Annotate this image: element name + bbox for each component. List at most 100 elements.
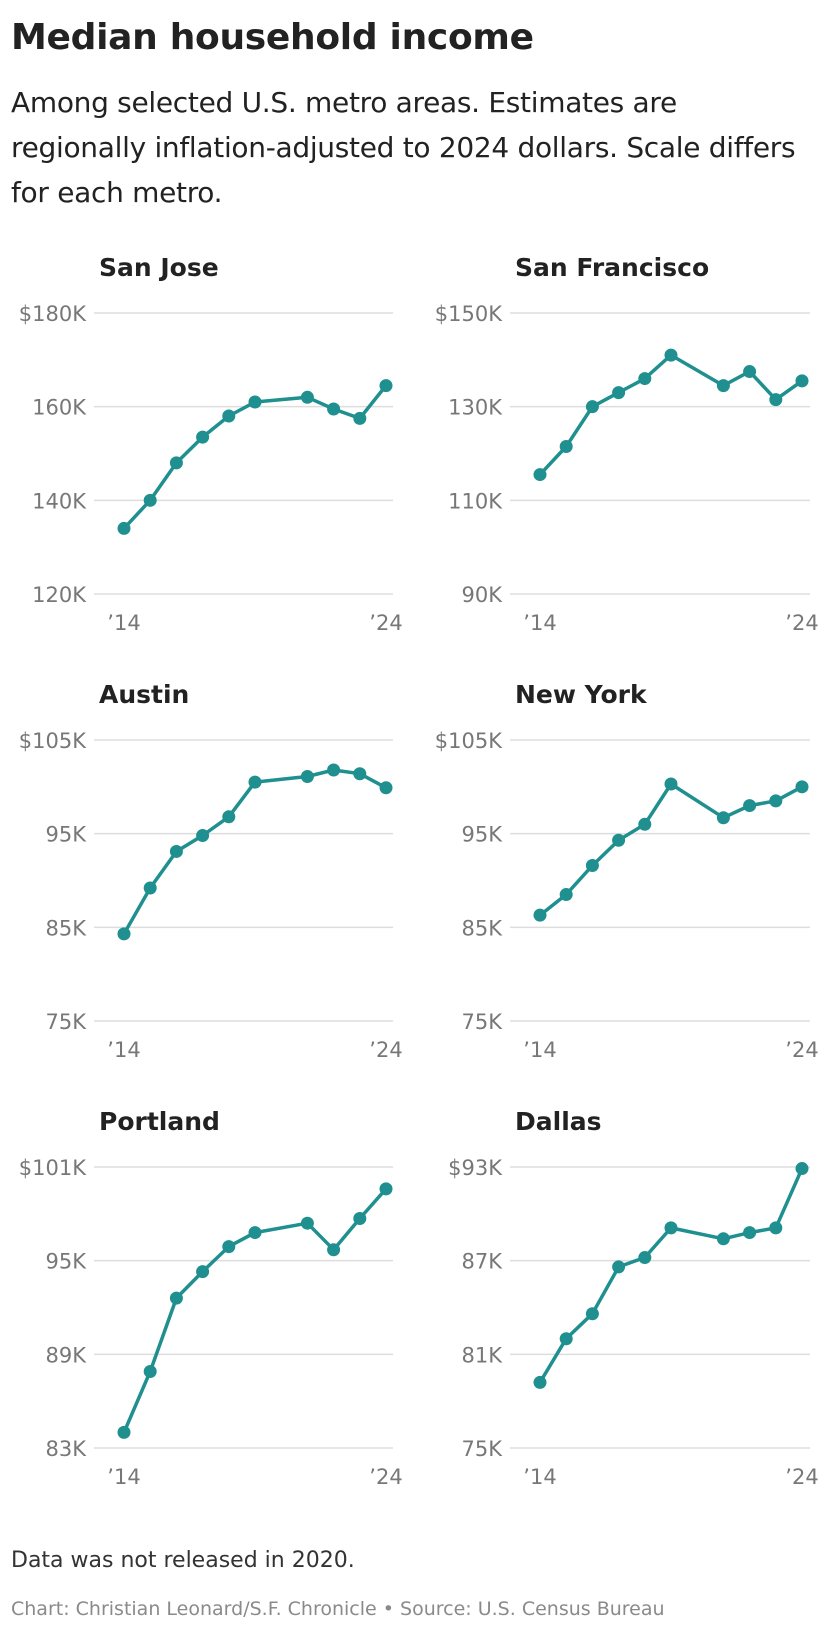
y-tick-label: 87K	[462, 1250, 504, 1274]
data-point	[795, 1162, 809, 1176]
data-point	[743, 365, 757, 379]
data-point	[638, 1251, 652, 1265]
data-point	[585, 400, 599, 414]
y-tick-label: $150K	[435, 302, 503, 326]
data-point	[248, 395, 262, 409]
y-tick-label: 75K	[462, 1010, 504, 1034]
chart-subtitle: Among selected U.S. metro areas. Estimat…	[11, 86, 796, 209]
y-tick-label: 90K	[462, 583, 504, 607]
data-point	[612, 1260, 626, 1274]
credit-source: Source: U.S. Census Bureau	[400, 1598, 665, 1620]
data-point	[117, 1425, 131, 1439]
y-tick-label: 85K	[462, 916, 504, 940]
data-point	[300, 770, 314, 784]
data-point	[327, 763, 341, 777]
data-point	[222, 810, 236, 824]
data-point	[585, 859, 599, 873]
panel-title: Portland	[99, 1107, 220, 1136]
series-line	[538, 1166, 804, 1385]
y-tick-label: 130K	[448, 396, 503, 420]
chart-panel-dallas: Dallas 75K 81K 87K $93K ’14 ’24	[448, 1107, 819, 1489]
data-point	[143, 1365, 157, 1379]
data-point	[769, 393, 783, 407]
y-tick-label: 85K	[46, 916, 88, 940]
series-line	[538, 353, 804, 477]
data-point	[327, 402, 341, 416]
x-tick-label: ’14	[523, 611, 556, 635]
data-point	[169, 844, 183, 858]
y-tick-label: 95K	[46, 1250, 88, 1274]
y-tick-label: $105K	[435, 729, 503, 753]
data-point	[353, 411, 367, 425]
x-tick-label: ’14	[107, 611, 140, 635]
data-point	[248, 1226, 262, 1240]
data-point	[222, 409, 236, 423]
data-point	[222, 1240, 236, 1254]
data-point	[196, 829, 210, 843]
data-point	[559, 439, 573, 453]
y-tick-label: $180K	[19, 302, 87, 326]
chart-panel-new-york: New York 75K 85K 95K $105K ’14 ’24	[435, 680, 819, 1062]
data-point	[196, 430, 210, 444]
y-tick-label: $105K	[19, 729, 87, 753]
series-line	[122, 1187, 388, 1435]
data-point	[117, 521, 131, 535]
chart-panel-portland: Portland 83K 89K 95K $101K ’14 ’24	[19, 1107, 403, 1489]
y-tick-label: 160K	[32, 396, 87, 420]
x-tick-label: ’14	[523, 1038, 556, 1062]
data-point	[795, 780, 809, 794]
x-tick-label: ’24	[785, 1038, 818, 1062]
data-point	[559, 1332, 573, 1346]
x-tick-label: ’14	[523, 1465, 556, 1489]
y-tick-label: $101K	[19, 1156, 87, 1180]
data-point	[196, 1265, 210, 1279]
data-point	[716, 1232, 730, 1246]
data-point	[533, 468, 547, 482]
y-tick-label: 110K	[448, 489, 503, 513]
data-point	[638, 372, 652, 386]
x-tick-label: ’24	[785, 611, 818, 635]
data-point	[169, 1291, 183, 1305]
x-tick-label: ’24	[369, 1465, 402, 1489]
data-point	[664, 777, 678, 791]
data-point	[638, 817, 652, 831]
data-point	[300, 1216, 314, 1230]
data-point	[353, 767, 367, 781]
data-point	[117, 927, 131, 941]
panel-title: Dallas	[515, 1107, 602, 1136]
data-point	[769, 794, 783, 808]
data-point	[379, 379, 393, 393]
x-tick-label: ’24	[369, 611, 402, 635]
data-point	[143, 493, 157, 507]
panel-title: New York	[515, 680, 648, 709]
x-tick-label: ’24	[369, 1038, 402, 1062]
data-point	[559, 888, 573, 902]
chart-panel-austin: Austin 75K 85K 95K $105K ’14 ’24	[19, 680, 403, 1062]
footnote: Data was not released in 2020.	[11, 1548, 355, 1573]
data-point	[716, 811, 730, 825]
panel-title: San Jose	[99, 253, 219, 282]
y-tick-label: 95K	[462, 823, 504, 847]
y-tick-label: 95K	[46, 823, 88, 847]
y-tick-label: 75K	[46, 1010, 88, 1034]
data-point	[379, 781, 393, 795]
series-line	[122, 383, 388, 531]
x-tick-label: ’14	[107, 1465, 140, 1489]
data-point	[716, 379, 730, 393]
data-point	[612, 833, 626, 847]
data-point	[612, 386, 626, 400]
x-tick-label: ’24	[785, 1465, 818, 1489]
y-tick-label: 140K	[32, 489, 87, 513]
data-point	[533, 908, 547, 922]
data-point	[300, 390, 314, 404]
panel-title: Austin	[99, 680, 189, 709]
x-tick-label: ’14	[107, 1038, 140, 1062]
y-tick-label: 81K	[462, 1343, 504, 1367]
data-point	[743, 1226, 757, 1240]
data-point	[585, 1307, 599, 1321]
y-tick-label: 89K	[46, 1343, 88, 1367]
data-point	[353, 1212, 367, 1226]
data-point	[143, 881, 157, 895]
series-line	[538, 782, 804, 917]
